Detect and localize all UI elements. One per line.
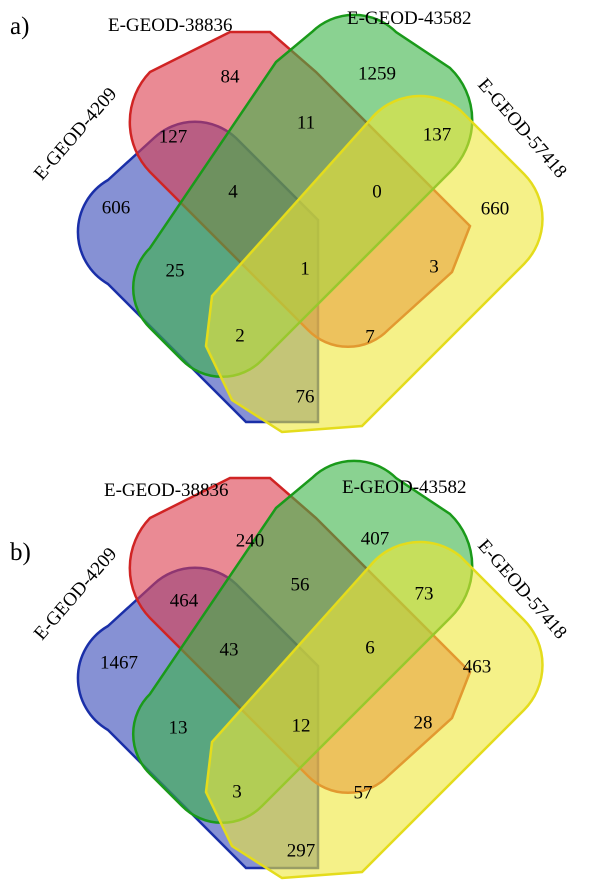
set-shape-e-geod-57418 bbox=[204, 94, 544, 434]
region-count-blue-green: 13 bbox=[169, 717, 188, 738]
set-label-e-geod-4209: E-GEOD-4209 bbox=[30, 84, 121, 185]
region-count-blue-green-yellow: 2 bbox=[235, 325, 245, 346]
set-label-e-geod-38836: E-GEOD-38836 bbox=[108, 15, 233, 36]
region-count-blue-green-yellow: 3 bbox=[232, 781, 242, 802]
region-count-red-green-yellow: 6 bbox=[365, 637, 375, 658]
region-count-yellow-only: 660 bbox=[481, 198, 510, 219]
region-count-red-only: 84 bbox=[221, 66, 241, 87]
region-count-blue-only: 606 bbox=[102, 197, 131, 218]
set-label-e-geod-43582: E-GEOD-43582 bbox=[342, 477, 467, 498]
region-count-blue-red-green: 4 bbox=[228, 181, 238, 202]
region-count-blue-green: 25 bbox=[166, 260, 185, 281]
region-count-blue-red: 464 bbox=[170, 590, 199, 611]
region-count-blue-yellow: 297 bbox=[287, 840, 316, 861]
region-count-green-yellow: 73 bbox=[415, 583, 434, 604]
region-count-blue-red-yellow: 7 bbox=[365, 326, 375, 347]
region-count-blue-red-yellow: 57 bbox=[354, 782, 373, 803]
region-count-red-green-yellow: 0 bbox=[372, 181, 382, 202]
panel-label-a: a) bbox=[10, 13, 29, 40]
region-count-red-green: 11 bbox=[297, 112, 315, 133]
set-label-e-geod-43582: E-GEOD-43582 bbox=[347, 8, 472, 29]
region-count-yellow-only: 463 bbox=[463, 656, 492, 677]
set-shape-e-geod-57418 bbox=[204, 540, 544, 880]
region-count-all-four: 12 bbox=[292, 715, 311, 736]
region-count-green-only: 407 bbox=[361, 528, 390, 549]
panel-label-b: b) bbox=[10, 539, 31, 566]
set-label-e-geod-38836: E-GEOD-38836 bbox=[104, 480, 229, 501]
venn-panel-a: a) E-GEOD-38836 E-GEOD-43582 E-GEOD-4209… bbox=[10, 8, 571, 434]
region-count-green-only: 1259 bbox=[358, 63, 396, 84]
region-count-red-green: 56 bbox=[291, 574, 310, 595]
region-count-blue-red: 127 bbox=[159, 126, 188, 147]
region-count-all-four: 1 bbox=[300, 258, 310, 279]
venn-panel-b: b) E-GEOD-38836 E-GEOD-43582 E-GEOD-4209… bbox=[10, 459, 571, 880]
region-count-blue-red-green: 43 bbox=[220, 639, 239, 660]
region-count-red-yellow: 3 bbox=[429, 256, 439, 277]
region-count-blue-yellow: 76 bbox=[296, 386, 315, 407]
region-count-red-only: 240 bbox=[236, 530, 265, 551]
region-count-green-yellow: 137 bbox=[423, 124, 452, 145]
region-count-blue-only: 1467 bbox=[100, 652, 138, 673]
region-count-red-yellow: 28 bbox=[414, 712, 433, 733]
